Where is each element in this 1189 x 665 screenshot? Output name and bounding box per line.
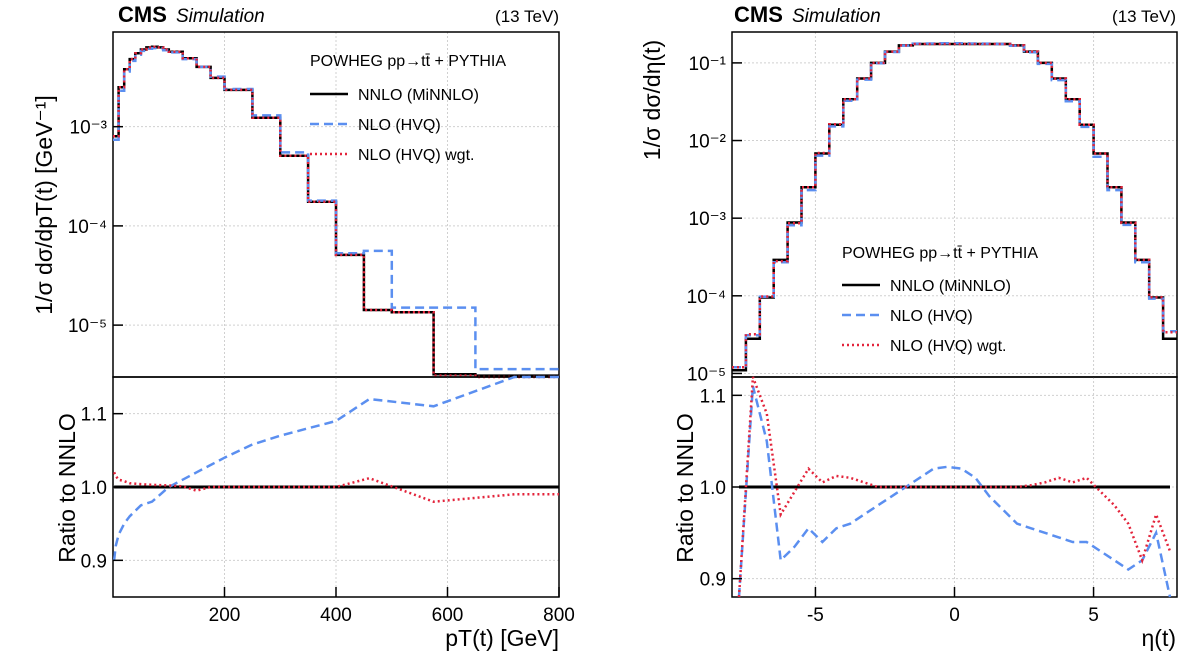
right-legend-entry-nlo: NLO (HVQ) xyxy=(890,308,973,325)
left-top-ylabel: 1/σ dσ/dpT(t) [GeV⁻¹] xyxy=(31,95,57,314)
right-ratio-ytick-label-2: 1.1 xyxy=(700,386,726,407)
left-ratio-series xyxy=(112,375,559,561)
right-ratio-series-wgt xyxy=(737,376,1172,598)
right-ratio-ytick-label-1: 1.0 xyxy=(700,478,726,499)
left-ratio-ytick-label-2: 1.1 xyxy=(81,405,107,426)
right-legend: POWHEG pp→tt̄ + PYTHIA NNLO (MiNNLO) NLO… xyxy=(842,245,1038,355)
left-top-series xyxy=(113,45,559,379)
left-ratio-ytick-label-0: 0.9 xyxy=(81,551,107,572)
right-ratio-ylabel: Ratio to NNLO xyxy=(672,413,698,563)
left-top-ytick-label-0: 10⁻⁵ xyxy=(68,316,107,337)
left-legend-entry-nnlo: NNLO (MiNNLO) xyxy=(358,87,479,104)
right-simulation-label: Simulation xyxy=(792,6,881,27)
right-top-grid xyxy=(732,32,1177,377)
left-top-series-wgt xyxy=(113,45,559,379)
right-top-ylabel: 1/σ dσ/dη(t) xyxy=(639,40,665,160)
right-xlabel: η(t) xyxy=(1142,625,1177,651)
left-xtick-label-3: 800 xyxy=(543,605,575,626)
right-xtick-label-1: 0 xyxy=(949,605,960,626)
left-top-ytick-label-1: 10⁻⁴ xyxy=(68,217,107,238)
left-xtick-label-2: 600 xyxy=(432,605,464,626)
right-xtick-label-2: 5 xyxy=(1088,605,1099,626)
left-xtick-label-1: 400 xyxy=(320,605,352,626)
right-ratio-yticks: 0.9 1.0 1.1 xyxy=(700,386,742,591)
right-top-series xyxy=(732,42,1177,372)
right-xticks: -5 0 5 xyxy=(807,587,1099,626)
right-top-ytick-label-4: 10⁻¹ xyxy=(689,54,727,75)
left-top-ytick-label-2: 10⁻³ xyxy=(70,118,108,139)
left-legend: POWHEG pp→tt̄ + PYTHIA NNLO (MiNNLO) NLO… xyxy=(310,53,506,164)
right-top-series-wgt xyxy=(732,42,1177,369)
right-top-ytick-label-0: 10⁻⁵ xyxy=(687,364,726,385)
right-ratio-ytick-label-0: 0.9 xyxy=(700,570,726,591)
left-panel: CMS Simulation (13 TeV) 10⁻⁵ 10⁻⁴ 10⁻³ 1/σ… xyxy=(31,2,575,651)
left-legend-entry-wgt: NLO (HVQ) wgt. xyxy=(358,147,474,164)
right-top-ytick-label-3: 10⁻² xyxy=(689,132,727,153)
right-experiment-label: CMS xyxy=(734,2,783,27)
left-energy-label: (13 TeV) xyxy=(495,7,559,26)
right-top-yticks: 10⁻⁵ 10⁻⁴ 10⁻³ 10⁻² 10⁻¹ xyxy=(687,54,742,385)
right-top-ytick-label-1: 10⁻⁴ xyxy=(687,287,726,308)
right-legend-entry-nnlo: NNLO (MiNNLO) xyxy=(890,278,1011,295)
left-xticks: 200 400 600 800 xyxy=(209,587,575,626)
left-ratio-yticks: 0.9 1.0 1.1 xyxy=(81,405,123,572)
left-xtick-label-0: 200 xyxy=(209,605,241,626)
left-simulation-label: Simulation xyxy=(176,6,265,27)
right-legend-entry-wgt: NLO (HVQ) wgt. xyxy=(890,338,1006,355)
left-ratio-series-wgt xyxy=(112,471,559,503)
right-ratio-series-nlo xyxy=(737,385,1172,598)
left-top-yticks: 10⁻⁵ 10⁻⁴ 10⁻³ xyxy=(68,118,123,337)
right-ratio-series xyxy=(737,376,1172,598)
left-experiment-label: CMS xyxy=(118,2,167,27)
right-xtick-label-0: -5 xyxy=(807,605,824,626)
left-top-series-nlo xyxy=(113,46,559,371)
left-ratio-ytick-label-1: 1.0 xyxy=(81,478,107,499)
left-xlabel: pT(t) [GeV] xyxy=(445,625,559,651)
left-ratio-ylabel: Ratio to NNLO xyxy=(54,413,80,563)
left-ratio-series-nlo xyxy=(112,375,559,561)
right-legend-title: POWHEG pp→tt̄ + PYTHIA xyxy=(842,245,1038,262)
left-legend-entry-nlo: NLO (HVQ) xyxy=(358,117,441,134)
right-top-ytick-label-2: 10⁻³ xyxy=(689,209,727,230)
right-panel: CMS Simulation (13 TeV) 10⁻⁵ 10⁻⁴ 10⁻³ 10⁻²… xyxy=(639,2,1178,651)
right-energy-label: (13 TeV) xyxy=(1112,7,1176,26)
left-legend-title: POWHEG pp→tt̄ + PYTHIA xyxy=(310,53,506,70)
